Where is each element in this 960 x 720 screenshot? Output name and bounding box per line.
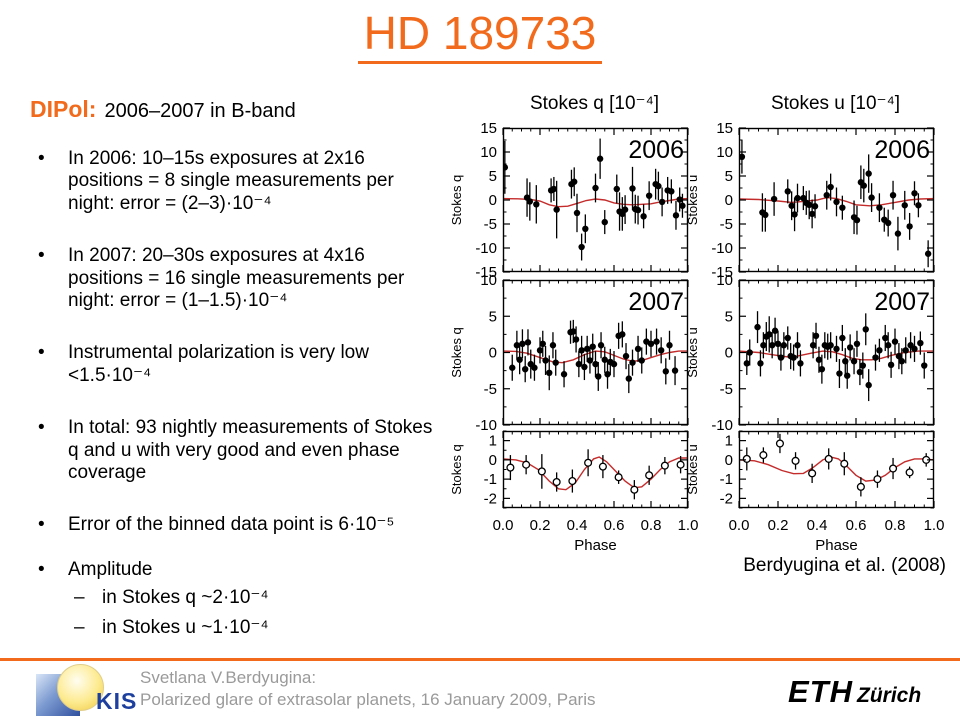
svg-text:5: 5: [489, 308, 497, 325]
svg-text:0.2: 0.2: [768, 517, 789, 534]
stokes-u-binned-ylabel: Stokes u: [685, 444, 700, 495]
amplitude-stokes-u: in Stokes u ~1·10⁻⁴: [30, 617, 474, 640]
svg-text:-15: -15: [711, 264, 733, 281]
stokes-q-column-header: Stokes q [10⁻⁴]: [529, 93, 660, 114]
stokes-u-2006-year-label: 2006: [874, 136, 930, 164]
svg-text:0.4: 0.4: [807, 517, 828, 534]
svg-text:5: 5: [725, 308, 733, 325]
svg-text:0: 0: [725, 452, 733, 469]
page-title-text: HD 189733: [357, 7, 603, 64]
eth-logo-text: ETH: [788, 674, 853, 709]
stokes-u-binned-xlabel: Phase: [815, 537, 858, 554]
stokes-q-2006-panel: 15 10 5 0 -5 -10 -15 Stokes q 2006: [449, 120, 689, 281]
svg-text:0.2: 0.2: [530, 517, 551, 534]
svg-text:0: 0: [489, 345, 497, 362]
svg-text:-2: -2: [484, 490, 497, 507]
svg-text:1: 1: [489, 433, 497, 450]
stokes-q-binned-panel: 1 0 -1 -2 0.0 0.2 0.4 0.6 0.8 1.0 Phase Stokes q: [449, 430, 699, 554]
svg-text:-10: -10: [711, 417, 733, 434]
svg-text:0.6: 0.6: [604, 517, 625, 534]
stokes-q-2007-ylabel: Stokes q: [449, 327, 464, 378]
svg-text:-1: -1: [720, 471, 733, 488]
footer-credit: Svetlana V.Berdyugina: Polarized glare o…: [140, 667, 595, 711]
svg-text:-5: -5: [484, 381, 497, 398]
svg-text:-5: -5: [720, 216, 733, 233]
dipol-subtitle: 2006–2007 in B-band: [104, 100, 296, 122]
stokes-q-2007-panel: 10 5 0 -5 -10 Stokes q 2007: [449, 272, 689, 434]
stokes-u-2007-year-label: 2007: [874, 288, 930, 316]
svg-text:-5: -5: [720, 381, 733, 398]
bullet-amplitude: Amplitude: [30, 559, 440, 582]
amplitude-stokes-q: in Stokes q ~2·10⁻⁴: [30, 587, 474, 610]
sun-icon: [57, 664, 104, 711]
dipol-label: DIPol:: [30, 96, 97, 122]
eth-logo: ETH Zürich: [788, 674, 921, 710]
svg-text:0: 0: [489, 192, 497, 209]
bullet-list: In 2006: 10–15s exposures at 2x16 positi…: [30, 148, 470, 646]
svg-text:0.0: 0.0: [493, 517, 514, 534]
bullet-2007-exposures: In 2007: 20–30s exposures at 4x16 positi…: [30, 245, 440, 312]
stokes-u-2006-ylabel: Stokes u: [685, 175, 700, 226]
footer-talk-title: Polarized glare of extrasolar planets, 1…: [140, 689, 596, 709]
svg-text:10: 10: [716, 144, 733, 161]
svg-text:0.0: 0.0: [729, 517, 750, 534]
svg-text:5: 5: [489, 168, 497, 185]
svg-text:0: 0: [725, 192, 733, 209]
svg-text:0: 0: [489, 452, 497, 469]
svg-text:-10: -10: [711, 240, 733, 257]
svg-text:0.8: 0.8: [641, 517, 662, 534]
svg-text:15: 15: [480, 120, 497, 137]
stokes-q-2006-ylabel: Stokes q: [449, 175, 464, 226]
svg-text:5: 5: [725, 168, 733, 185]
svg-text:-1: -1: [484, 471, 497, 488]
svg-text:0.6: 0.6: [846, 517, 867, 534]
footer-divider: [0, 658, 960, 661]
svg-text:0: 0: [725, 345, 733, 362]
stokes-u-column-header: Stokes u [10⁻⁴]: [770, 93, 901, 114]
svg-text:1.0: 1.0: [924, 517, 945, 534]
svg-text:10: 10: [480, 144, 497, 161]
svg-text:1.0: 1.0: [678, 517, 699, 534]
section-heading: DIPol: 2006–2007 in B-band: [30, 96, 296, 123]
stokes-q-binned-ylabel: Stokes q: [449, 444, 464, 495]
kis-logo-text: KIS: [96, 688, 138, 714]
stokes-u-2007-ylabel: Stokes u: [685, 327, 700, 378]
bullet-2006-exposures: In 2006: 10–15s exposures at 2x16 positi…: [30, 148, 440, 215]
bullet-instrumental-polarization: Instrumental polarization is very low <1…: [30, 342, 440, 387]
stokes-q-2006-year-label: 2006: [628, 136, 684, 164]
svg-text:10: 10: [716, 272, 733, 289]
svg-text:-5: -5: [484, 216, 497, 233]
footer-author: Svetlana V.Berdyugina:: [140, 668, 317, 687]
svg-text:-15: -15: [475, 264, 497, 281]
svg-text:0.4: 0.4: [567, 517, 588, 534]
svg-text:15: 15: [716, 120, 733, 137]
svg-text:10: 10: [480, 272, 497, 289]
stokes-q-2007-year-label: 2007: [628, 288, 684, 316]
stokes-u-2006-panel: 15 10 5 0 -5 -10 -15 Stokes u 2006: [685, 120, 935, 281]
svg-text:0.8: 0.8: [885, 517, 906, 534]
bullet-total-measurements: In total: 93 nightly measurements of Sto…: [30, 417, 440, 484]
svg-text:-10: -10: [475, 240, 497, 257]
stokes-u-2007-panel: 10 5 0 -5 -10 Stokes u 2007: [685, 272, 935, 434]
kis-logo: KIS: [30, 664, 150, 718]
page-title: HD 189733: [0, 6, 960, 64]
stokes-q-binned-fit-curve: [503, 456, 688, 491]
figure-credit: Berdyugina et al. (2008): [743, 555, 946, 576]
svg-text:1: 1: [725, 433, 733, 450]
svg-text:-2: -2: [720, 490, 733, 507]
svg-text:-10: -10: [475, 417, 497, 434]
stokes-u-2006-fit-curve: [739, 196, 934, 207]
stokes-q-binned-xlabel: Phase: [574, 537, 617, 554]
bullet-binned-error: Error of the binned data point is 6·10⁻⁵: [30, 514, 440, 537]
stokes-u-binned-panel: 1 0 -1 -2 0.0 0.2 0.4 0.6 0.8 1.0 Phase Stokes u: [685, 430, 945, 554]
stokes-q-2006-fit-curve: [503, 197, 688, 208]
eth-city-text: Zürich: [857, 684, 922, 707]
stokes-u-binned-fit-curve: [739, 456, 934, 482]
